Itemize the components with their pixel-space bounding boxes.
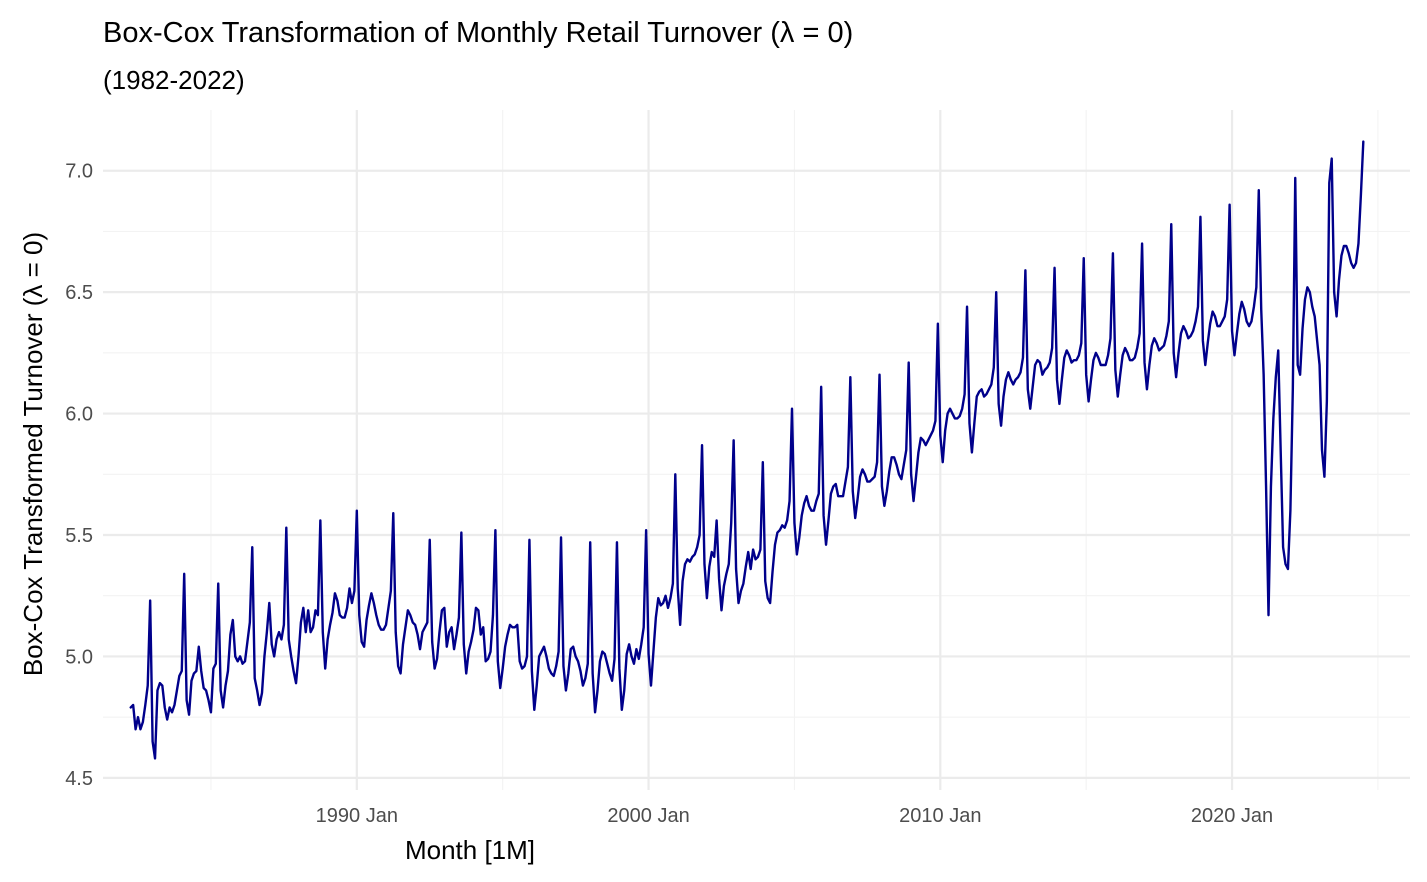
y-tick-label: 7.0	[65, 161, 93, 183]
x-tick-label: 2000 Jan	[607, 805, 689, 827]
y-tick-label: 4.5	[65, 768, 93, 790]
y-axis-label: Box-Cox Transformed Turnover (λ = 0)	[18, 232, 48, 676]
grid-lines	[103, 110, 1410, 790]
x-axis-ticks: 1990 Jan 2000 Jan 2010 Jan 2020 Jan	[316, 805, 1274, 827]
y-tick-label: 5.0	[65, 646, 93, 668]
x-tick-label: 2010 Jan	[899, 805, 981, 827]
y-axis-ticks: 4.5 5.0 5.5 6.0 6.5 7.0	[65, 161, 93, 790]
y-tick-label: 6.5	[65, 282, 93, 304]
y-tick-label: 6.0	[65, 404, 93, 426]
x-tick-label: 2020 Jan	[1191, 805, 1273, 827]
x-axis-label: Month [1M]	[405, 835, 535, 865]
turnover-series-line	[129, 140, 1365, 760]
x-tick-label: 1990 Jan	[316, 805, 398, 827]
chart-subtitle: (1982-2022)	[103, 65, 245, 95]
y-tick-label: 5.5	[65, 525, 93, 547]
chart-title: Box-Cox Transformation of Monthly Retail…	[103, 17, 853, 49]
